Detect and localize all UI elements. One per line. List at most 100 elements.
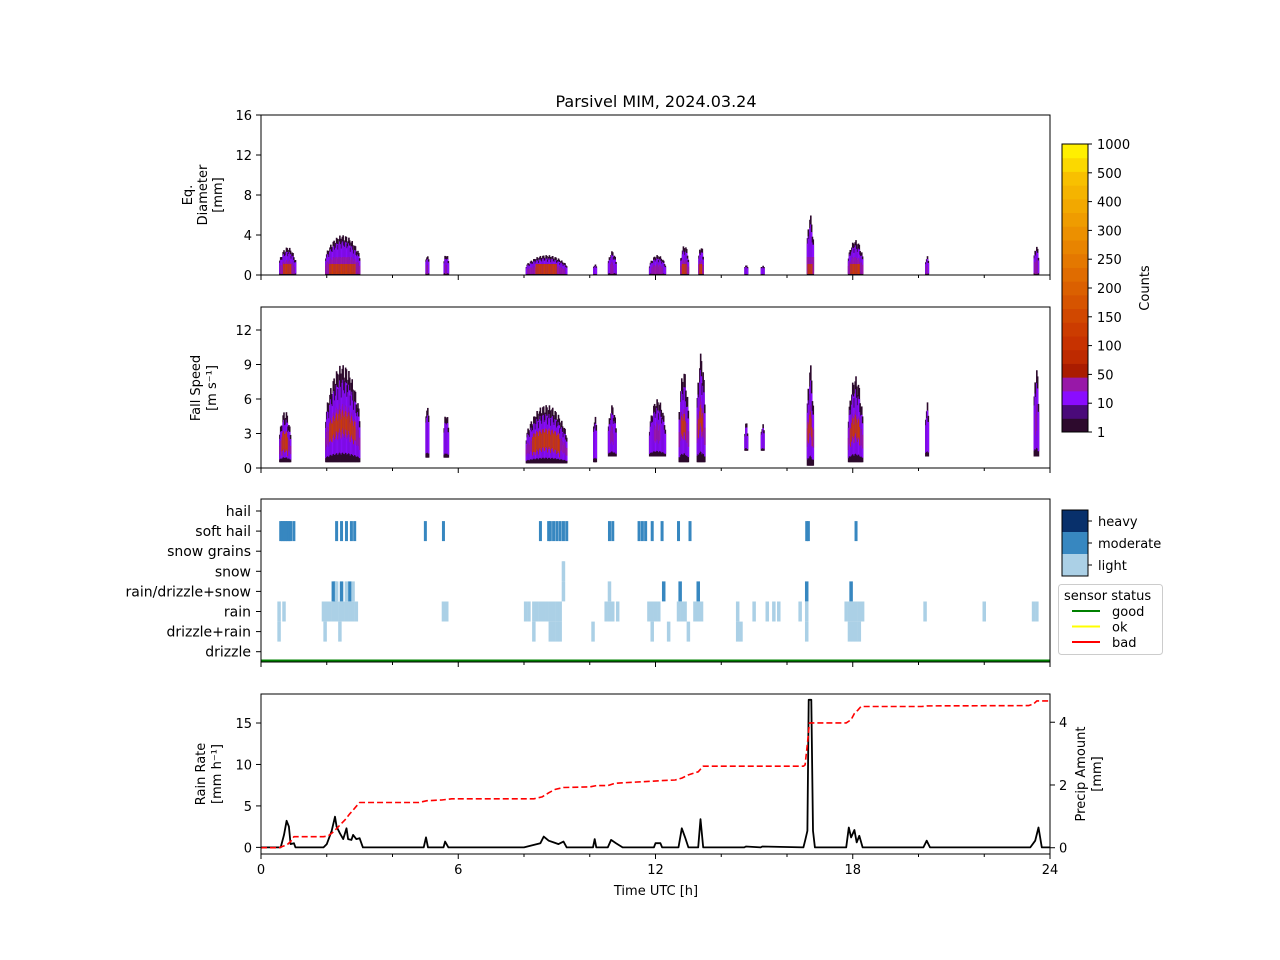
heatmap-event [847,376,864,463]
heatmap-event [1033,246,1040,275]
heatmap-cell [699,411,701,430]
heatmap-cell [700,408,703,427]
precip-type-bar [854,521,858,542]
heatmap-cell [292,262,294,274]
precip-type-bar [289,521,293,542]
precip-type-bar [334,581,339,602]
heatmap-cell [285,431,288,450]
heatmap-cell [357,261,359,274]
heatmap-cell [325,438,327,451]
heatmap-cell [685,423,688,443]
precip-type-bar [340,521,344,542]
heatmap-cell [279,440,282,452]
precip-type-bar [851,621,855,642]
heatmap-cell [551,429,554,448]
precip-type-bar [653,601,658,622]
heatmap-cell [857,264,860,274]
heatmap-cell [593,267,596,275]
precip-type-bar [338,601,342,622]
heatmap-cell [1034,261,1036,274]
heatmap-cell [655,265,658,274]
diameter-ylabel-line1: Eq. [181,185,196,206]
heatmap-event [325,235,361,275]
heatmap-cell [547,264,549,274]
chart-title: Parsivel MIM, 2024.03.24 [555,92,756,111]
heatmap-cell [855,264,857,274]
heatmap-cell [443,263,446,274]
precip-amount-line [261,700,1050,849]
precip-type-bar [765,601,770,622]
x-tick-label: 6 [454,863,462,878]
heatmap-cell [548,428,551,447]
heatmap-cell [746,436,749,450]
precip-type-bar [348,581,352,602]
colorbar-swatch [1062,267,1088,282]
heatmap-cell [806,428,809,448]
heatmap-cell [444,258,446,274]
precip-type-bar [353,521,357,542]
colorbar-swatch [1062,404,1088,419]
intensity-swatch [1062,532,1088,554]
precip-type-bar [561,521,565,542]
heatmap-cell [528,268,530,274]
heatmap-event [279,247,297,275]
heatmap-cell [352,420,354,440]
precip-type-bar [923,601,927,622]
heatmap-cell [326,426,329,445]
heatmap-cell [290,264,293,274]
heatmap-cell [810,264,813,274]
heatmap-cell [357,426,359,445]
precip-type-bar [854,601,858,622]
heatmap-cell [657,264,659,274]
heatmap-cell [810,418,813,437]
heatmap-cell [555,431,557,451]
colorbar-tick-label: 200 [1097,282,1122,297]
heatmap-cell [852,264,855,274]
heatmap-cell [608,423,611,453]
precip-type-bar [678,581,682,602]
heatmap-cell [355,261,358,274]
heatmap-cell [325,263,328,274]
heatmap-event [680,246,690,275]
heatmap-cell [286,264,289,274]
heatmap-cell [339,264,341,274]
y-tick-label: 15 [235,717,252,732]
heatmap-cell [288,439,290,452]
y-tick-label: 12 [235,324,252,339]
precip-type-bar [851,601,855,622]
heatmap-cell [425,261,427,274]
heatmap-cell [427,422,430,454]
precip-type-bar [287,521,291,542]
heatmap-cell [335,264,338,274]
precip-type-bar [699,601,704,622]
heatmap-cell [330,420,332,439]
heatmap-cell [284,433,287,453]
colorbar-swatch [1062,322,1088,337]
heatmap-cell [288,264,291,274]
precip-type-bar [348,601,352,622]
colorbar-swatch [1062,349,1088,364]
colorbar-swatch [1062,418,1088,433]
heatmap-cell [540,432,543,451]
heatmap-cell [561,268,564,274]
heatmap-cell [556,264,558,274]
heatmap-cell [532,267,534,274]
heatmap-event [744,265,749,275]
heatmap-cell [333,415,335,435]
heatmap-cell [812,257,815,274]
colorbar-swatch [1062,144,1088,159]
heatmap-cell [560,438,562,452]
heatmap-cell [655,426,658,442]
heatmap-cell [551,264,553,274]
precip-type-bar [860,601,865,622]
heatmap-cell [926,264,929,274]
precip-type-categories: hail soft hail snow grains snow rain/drizzle… [126,504,261,661]
heatmap-cell [609,424,612,453]
heatmap-cell [701,418,704,437]
precip-type-bar [688,521,692,542]
colorbar-swatch [1062,198,1088,214]
y-tick-label: 4 [244,229,252,244]
heatmap-cell [330,264,332,274]
heatmap-cell [761,432,764,449]
